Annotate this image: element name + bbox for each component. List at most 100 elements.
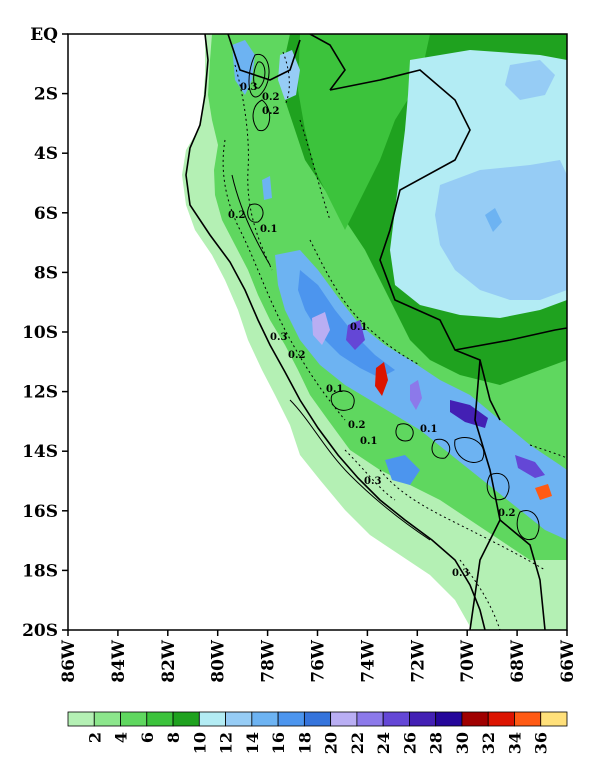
border-chile-bolivia xyxy=(499,519,546,630)
border-brazil-bolivia xyxy=(454,327,567,351)
spot-red-1 xyxy=(375,362,388,396)
contour-label: 0.1 xyxy=(350,322,367,333)
contour-solid xyxy=(247,203,264,223)
basin-blue-3 xyxy=(485,208,502,232)
contour-dotted xyxy=(282,51,290,106)
contour-solid xyxy=(231,174,271,266)
colorbar-swatch xyxy=(67,711,95,727)
contour-solid xyxy=(248,54,270,98)
lat-tick-label: 2S xyxy=(34,85,58,105)
colorbar-swatch xyxy=(93,711,121,727)
colorbar-swatch xyxy=(409,711,437,727)
contour-label: 0.3 xyxy=(364,476,381,487)
colorbar-swatch xyxy=(487,711,515,727)
colorbar-label: 14 xyxy=(243,732,262,754)
contour-label: 0.1 xyxy=(260,224,277,235)
colorbar-label: 24 xyxy=(374,732,393,754)
colorbar-swatch xyxy=(461,711,489,727)
lon-tick-label: 82W xyxy=(159,639,179,683)
colorbar-label: 26 xyxy=(400,732,419,754)
contour-solid xyxy=(330,390,355,411)
contour-solid xyxy=(486,472,510,501)
lon-tick-label: 70W xyxy=(458,639,478,683)
colorbar-swatch xyxy=(198,711,226,727)
basin-blue-2 xyxy=(505,60,555,100)
colorbar-label: 16 xyxy=(269,732,288,754)
colorbar-swatch xyxy=(251,711,279,727)
colorbar-swatch xyxy=(172,711,200,727)
contours xyxy=(222,51,567,630)
border-colombia xyxy=(309,34,346,91)
contour-solid xyxy=(454,437,485,463)
lon-tick-label: 74W xyxy=(358,639,378,683)
contour-label: 0.3 xyxy=(270,332,287,343)
latitude-axis: EQ 2S 4S 6S 8S 10S 12S 14S 16S 18S 20S xyxy=(22,25,68,641)
contour-solid xyxy=(431,438,451,459)
colorbar-swatch xyxy=(540,711,568,727)
spot-purple-2 xyxy=(346,320,365,350)
lat-tick-label: 4S xyxy=(34,144,58,164)
lat-tick-label: 14S xyxy=(22,442,58,462)
lat-tick-label: 6S xyxy=(34,204,58,224)
spot-purple-3 xyxy=(410,380,422,410)
colorbar-label: 30 xyxy=(453,732,472,754)
spot-blue-south-2 xyxy=(425,415,452,440)
contour-label: 0.2 xyxy=(228,210,245,221)
north-blue-streak-2 xyxy=(278,50,300,100)
lat-tick-label: 16S xyxy=(22,502,58,522)
contour-dotted xyxy=(529,444,567,459)
colorbar-swatch xyxy=(435,711,463,727)
colorbar-label: 34 xyxy=(505,732,524,754)
contour-label: 0.2 xyxy=(262,92,279,103)
spot-dark-blue-2 xyxy=(515,455,545,478)
coastal-blue-spot xyxy=(262,176,272,200)
colorbar-swatch xyxy=(225,711,253,727)
colorbar-label: 12 xyxy=(217,732,236,754)
lon-tick-label: 84W xyxy=(109,639,129,683)
lon-tick-label: 78W xyxy=(259,639,279,683)
contour-label: 0.1 xyxy=(360,436,377,447)
border-peru-bolivia xyxy=(469,359,501,630)
lat-tick-label: 10S xyxy=(22,323,58,343)
spot-blue-south-1 xyxy=(385,455,420,485)
contour-label: 0.2 xyxy=(498,508,515,519)
lon-tick-label: 72W xyxy=(408,639,428,683)
lon-tick-label: 66W xyxy=(558,639,578,683)
colorbar-label: 32 xyxy=(479,732,498,754)
contour-solid xyxy=(395,423,414,442)
colorbar-swatch xyxy=(303,711,332,727)
lon-tick-label: 80W xyxy=(209,639,229,683)
colorbar-label: 2 xyxy=(85,732,104,743)
colorbar-swatch xyxy=(277,711,305,727)
spot-purple-1 xyxy=(312,312,330,345)
contour-solid xyxy=(516,510,540,541)
lat-tick-label: 20S xyxy=(22,621,58,641)
contour-label: 0.2 xyxy=(288,350,305,361)
land-green-patch xyxy=(298,34,430,230)
contour-solid xyxy=(252,99,271,132)
colorbar-swatch xyxy=(120,711,148,727)
contour-dotted xyxy=(234,64,273,271)
basin-blue-1 xyxy=(435,160,567,300)
coastline xyxy=(185,34,486,630)
colorbar-label: 10 xyxy=(190,732,209,754)
contour-label: 0.2 xyxy=(262,106,279,117)
contour-labels: 0.3 0.2 0.2 0.1 0.3 0.2 0.1 0.2 0.1 0.1 … xyxy=(228,82,515,579)
lat-tick-label: EQ xyxy=(30,25,58,45)
lat-tick-label: 8S xyxy=(34,263,58,283)
contour-label: 0.3 xyxy=(452,568,469,579)
contour-label: 0.3 xyxy=(240,82,257,93)
colorbar-label: 18 xyxy=(295,732,314,754)
border-ecuador-peru xyxy=(227,34,301,81)
contour-dotted xyxy=(299,119,331,221)
contour-solid xyxy=(253,61,266,89)
colorbar-label: 36 xyxy=(532,732,551,754)
contour-solid xyxy=(289,399,431,541)
colorbar-label: 28 xyxy=(427,732,446,754)
colorbar-label: 8 xyxy=(164,732,183,743)
lon-tick-label: 76W xyxy=(309,639,329,683)
colorbar-swatch xyxy=(514,711,542,727)
colorbar-swatch xyxy=(330,711,358,727)
contour-label: 0.2 xyxy=(348,420,365,431)
lat-tick-label: 12S xyxy=(22,383,58,403)
